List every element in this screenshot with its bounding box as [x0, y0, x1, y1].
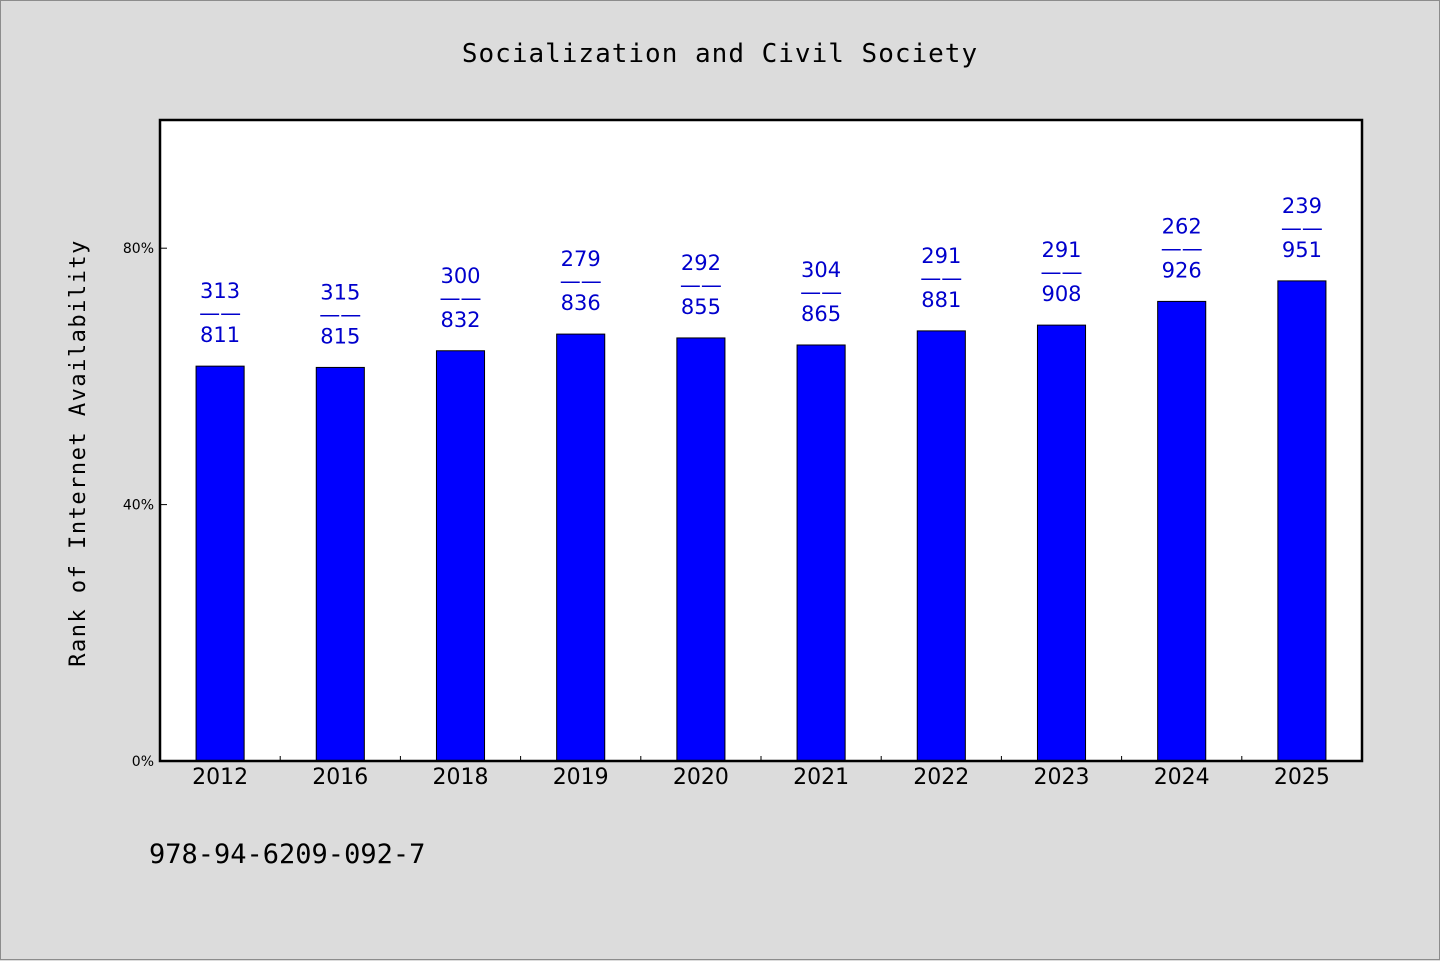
- y-tick-label-40: 40%: [123, 498, 154, 514]
- data-label-top-2019: 279: [561, 247, 601, 271]
- bar-2018: [435, 350, 486, 762]
- data-label-sep-2025: ——: [1281, 216, 1323, 240]
- data-label-top-2021: 304: [801, 258, 841, 282]
- chart-title: Socialization and Civil Society: [462, 39, 978, 69]
- bar-2025: [1277, 280, 1327, 762]
- x-tick-label-2023: 2023: [1034, 765, 1090, 790]
- y-axis-label: Rank of Internet Availability: [66, 239, 91, 667]
- x-tick-label-2019: 2019: [553, 765, 609, 790]
- bar-2012: [195, 365, 245, 762]
- x-tick-label-2021: 2021: [793, 765, 849, 790]
- data-label-bottom-2020: 855: [681, 295, 721, 319]
- x-tick-label-2025: 2025: [1274, 765, 1330, 790]
- x-tick-label-2020: 2020: [673, 765, 729, 790]
- data-label-top-2012: 313: [200, 279, 240, 303]
- data-label-top-2022: 291: [921, 244, 961, 268]
- data-label-top-2024: 262: [1162, 214, 1202, 238]
- bar-2023: [1036, 324, 1087, 762]
- data-label-bottom-2022: 881: [921, 288, 961, 312]
- footnote-isbn: 978-94-6209-092-7: [149, 839, 425, 870]
- data-label-bottom-2016: 815: [320, 324, 360, 348]
- data-label-bottom-2023: 908: [1041, 282, 1081, 306]
- plot-border: [158, 118, 1364, 763]
- data-label-top-2016: 315: [320, 280, 360, 304]
- data-label-sep-2016: ——: [319, 302, 361, 326]
- data-label-bottom-2021: 865: [801, 302, 841, 326]
- x-tick-label-2024: 2024: [1154, 765, 1210, 790]
- bar-2020: [676, 337, 726, 762]
- bar-2022: [916, 330, 966, 762]
- data-label-bottom-2024: 926: [1162, 258, 1202, 282]
- data-label-sep-2023: ——: [1041, 260, 1083, 284]
- bar-2021: [796, 344, 846, 762]
- y-tick-label-0: 0%: [132, 754, 154, 770]
- data-label-sep-2012: ——: [199, 301, 241, 325]
- bar-2024: [1157, 300, 1207, 762]
- data-label-sep-2019: ——: [560, 269, 602, 293]
- data-label-top-2018: 300: [440, 264, 480, 288]
- data-label-top-2023: 291: [1041, 238, 1081, 262]
- data-label-bottom-2012: 811: [200, 323, 240, 347]
- data-label-bottom-2019: 836: [561, 291, 601, 315]
- x-tick-label-2016: 2016: [312, 765, 368, 790]
- x-tick-label-2018: 2018: [433, 765, 489, 790]
- x-tick-label-2022: 2022: [913, 765, 969, 790]
- data-label-sep-2021: ——: [800, 280, 842, 304]
- data-label-top-2025: 239: [1282, 194, 1322, 218]
- data-label-bottom-2025: 951: [1282, 238, 1322, 262]
- data-label-sep-2020: ——: [680, 273, 722, 297]
- x-tick-label-2012: 2012: [192, 765, 248, 790]
- data-label-sep-2018: ——: [440, 286, 482, 310]
- data-label-top-2020: 292: [681, 251, 721, 275]
- data-label-sep-2022: ——: [920, 266, 962, 290]
- bar-2019: [556, 333, 606, 762]
- data-label-bottom-2018: 832: [440, 308, 480, 332]
- bar-2016: [315, 366, 365, 762]
- data-label-sep-2024: ——: [1161, 236, 1203, 260]
- y-tick-label-80: 80%: [123, 241, 154, 257]
